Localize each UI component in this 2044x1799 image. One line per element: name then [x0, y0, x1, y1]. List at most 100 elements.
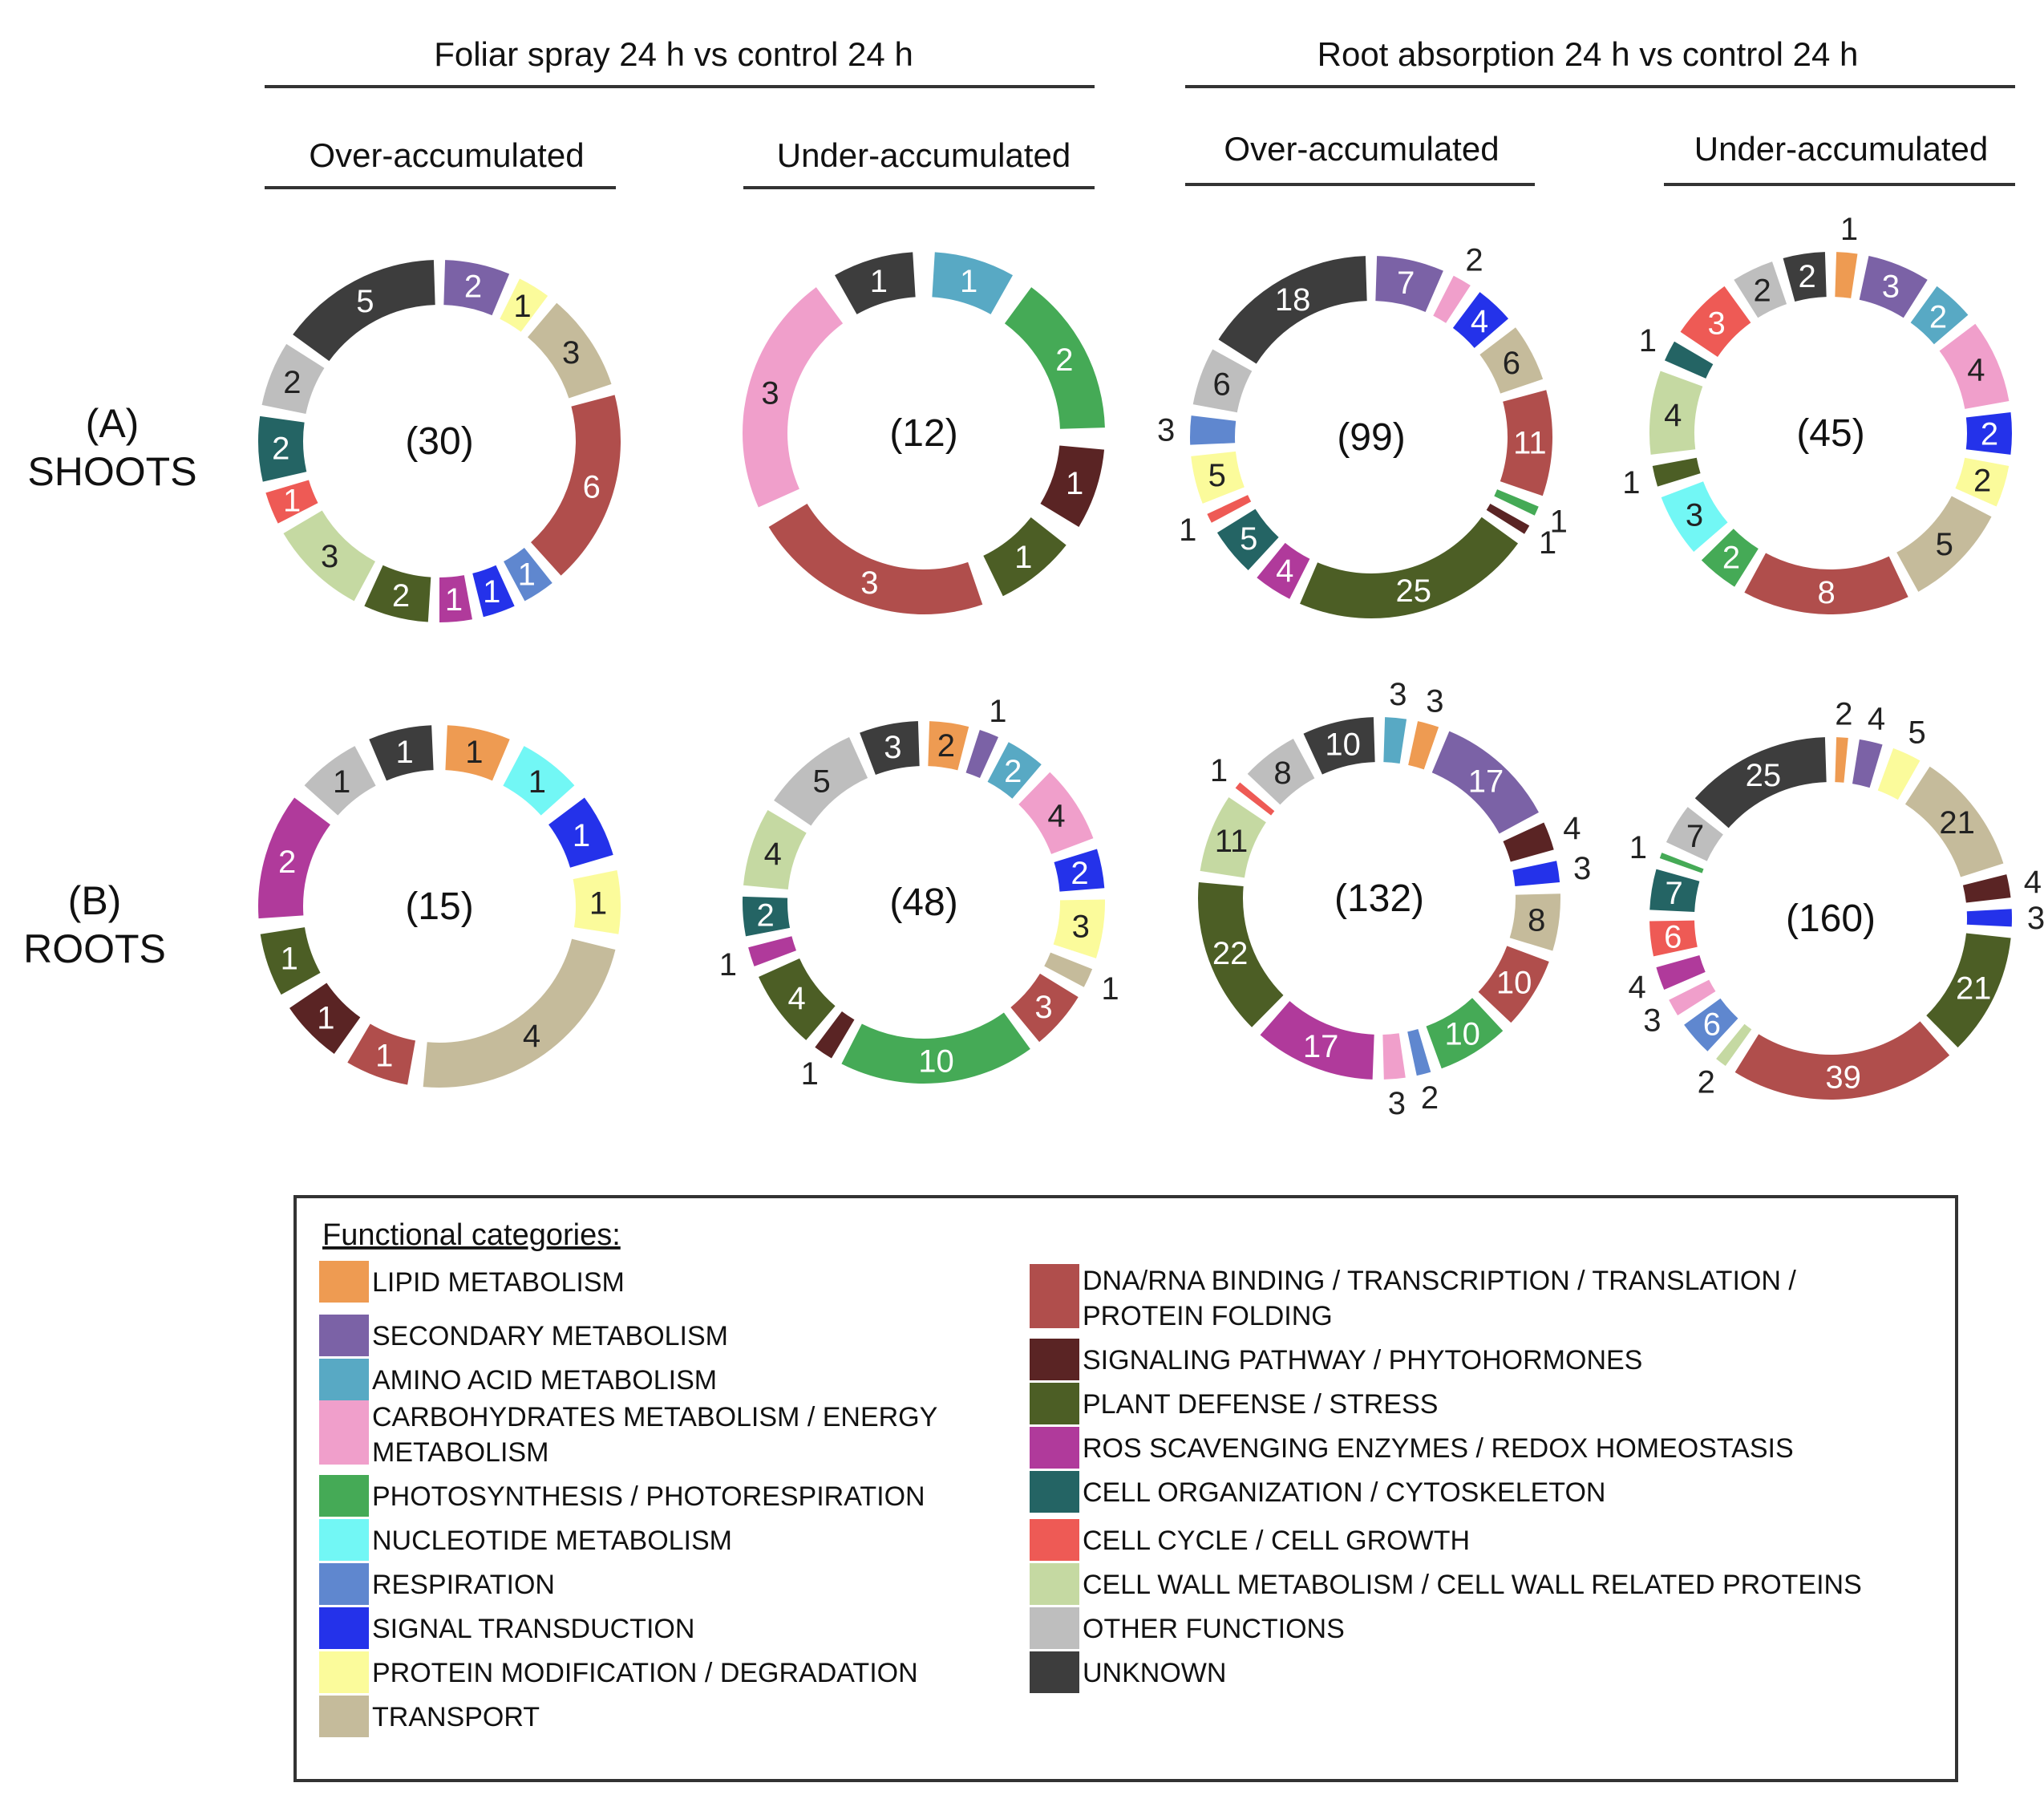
donut-5-slice-label-9: 2: [278, 845, 296, 880]
donut-2-slice-label-4: 1: [1014, 540, 1032, 575]
donut-4-slice-7: [1896, 496, 1992, 592]
donut-8-slice-label-2: 4: [1868, 701, 1885, 736]
donut-3-slice-9: [1257, 542, 1310, 599]
donut-4-slice-label-5: 2: [1981, 416, 1998, 452]
donut-8-slice-11: [1669, 979, 1716, 1016]
donut-7-slice-label-14: 1: [1210, 753, 1228, 788]
donut-5-slice-label-2: 1: [528, 764, 546, 800]
donut-6-total: (48): [889, 881, 957, 924]
donut-4-slice-4: [1939, 323, 2010, 409]
donut-2-slice-7: [834, 252, 916, 314]
donut-1-slice-label-13: 5: [356, 284, 374, 319]
donut-1-slice-11: [257, 415, 307, 482]
donut-5-slice-label-4: 1: [589, 885, 607, 921]
donut-1-slice-label-3: 3: [562, 335, 580, 371]
donut-1-slice-9: [283, 510, 375, 602]
donut-6-slice-label-15: 5: [812, 764, 830, 799]
legend-items: LIPID METABOLISM SECONDARY METABOLISM AMIN…: [319, 1261, 1862, 1737]
legend-swatch-12: [1030, 1339, 1079, 1380]
donut-7-slice-label-1: 3: [1389, 677, 1407, 712]
legend-label-18: OTHER FUNCTIONS: [1083, 1614, 1345, 1644]
donut-6-slice-3: [987, 742, 1042, 799]
donut-6-slice-label-13: 2: [756, 898, 774, 934]
donut-3-slice-1: [1375, 256, 1443, 313]
donut-4-slice-14: [1680, 286, 1751, 358]
donut-4-slice-label-8: 8: [1817, 575, 1835, 610]
donut-4-slice-label-11: 1: [1622, 465, 1640, 500]
donut-7-slice-15: [1247, 739, 1315, 805]
donut-4-slice-label-12: 4: [1664, 398, 1682, 433]
donut-4-slice-3: [1910, 286, 1969, 345]
donut-8-slice-label-9: 2: [1698, 1065, 1715, 1100]
donut-8-slice-label-6: 3: [2027, 901, 2044, 936]
donut-1-slice-label-9: 3: [321, 539, 338, 574]
donut-4-slice-label-1: 1: [1840, 212, 1858, 247]
donut-4-slice-label-4: 4: [1967, 353, 1985, 388]
legend-swatch-4: [319, 1400, 369, 1465]
donut-3-slice-label-14: 6: [1212, 367, 1230, 402]
legend-label-5: PHOTOSYNTHESIS / PHOTORESPIRATION: [372, 1481, 925, 1512]
donut-4-slice-16: [1783, 252, 1827, 302]
donut-3-slice-3: [1452, 292, 1509, 348]
donut-2-slice-4: [983, 517, 1067, 597]
donut-3-slice-10: [1216, 509, 1279, 570]
row-label-a-letter: (A): [86, 401, 140, 446]
row-label-shoots: SHOOTS: [27, 449, 196, 494]
donut-6-slice-label-11: 4: [788, 981, 806, 1016]
donut-7-slice-4: [1503, 822, 1554, 862]
donut-1-slice-7: [439, 575, 472, 622]
donut-6-slice-1: [928, 721, 969, 771]
donut-7-slice-9: [1407, 1028, 1431, 1076]
donut-5-slice-label-1: 1: [465, 735, 483, 770]
donut-8-slice-3: [1877, 748, 1921, 800]
donut-8-slice-5: [1962, 874, 2011, 903]
donut-3-slice-13: [1190, 415, 1237, 445]
donut-7-slice-5: [1512, 861, 1560, 886]
donut-6-slice-6: [1053, 899, 1106, 958]
donut-7-slice-label-6: 8: [1528, 902, 1545, 938]
donut-3-total: (99): [1337, 416, 1405, 459]
donut-1-slice-8: [364, 565, 431, 622]
legend-swatch-9: [319, 1651, 369, 1693]
donut-1-slice-2: [500, 278, 548, 332]
donut-6-slice-2: [965, 730, 999, 779]
donut-3-slice-label-3: 4: [1471, 304, 1488, 339]
donut-1-slice-6: [472, 565, 515, 618]
donut-6-slice-label-16: 3: [884, 730, 901, 765]
donut-8-slice-1: [1835, 737, 1848, 783]
donut-8-slice-14: [1649, 869, 1700, 912]
donut-5-slice-label-6: 1: [375, 1039, 393, 1074]
legend-swatch-3: [319, 1359, 369, 1400]
donut-7-slice-13: [1200, 797, 1266, 878]
donut-5-slice-3: [548, 797, 613, 868]
donut-8-slice-label-3: 5: [1908, 715, 1926, 751]
donut-4-slice-label-3: 2: [1929, 299, 1947, 334]
subheader-foliar-over: Over-accumulated: [309, 136, 584, 174]
donut-5-slice-11: [369, 725, 434, 781]
legend-swatch-1: [319, 1261, 369, 1303]
header-root: Root absorption 24 h vs control 24 h: [1317, 35, 1859, 73]
donut-3-slice-11: [1207, 495, 1252, 523]
donut-5-slice-label-10: 1: [333, 764, 350, 800]
donut-5-slice-label-11: 1: [395, 735, 413, 770]
legend-label-6: NUCLEOTIDE METABOLISM: [372, 1526, 732, 1556]
donut-8-slice-2: [1852, 739, 1883, 788]
donut-5-slice-label-5: 4: [523, 1019, 540, 1054]
donut-1-slice-10: [265, 480, 318, 524]
donut-5-slice-7: [289, 983, 361, 1054]
donut-8-slice-label-7: 21: [1956, 970, 1992, 1006]
donut-4-slice-9: [1701, 529, 1759, 587]
donut-4-slice-label-2: 3: [1882, 269, 1900, 305]
donut-4-slice-11: [1652, 457, 1701, 487]
donut-7-slice-11: [1260, 1001, 1374, 1080]
donut-5-slice-2: [503, 746, 575, 816]
legend-label-15: CELL ORGANIZATION / CYTOSKELETON: [1083, 1477, 1605, 1508]
donut-1-slice-label-7: 1: [445, 582, 463, 618]
donut-7-slice-12: [1198, 882, 1284, 1027]
donut-5-slice-8: [260, 927, 321, 995]
